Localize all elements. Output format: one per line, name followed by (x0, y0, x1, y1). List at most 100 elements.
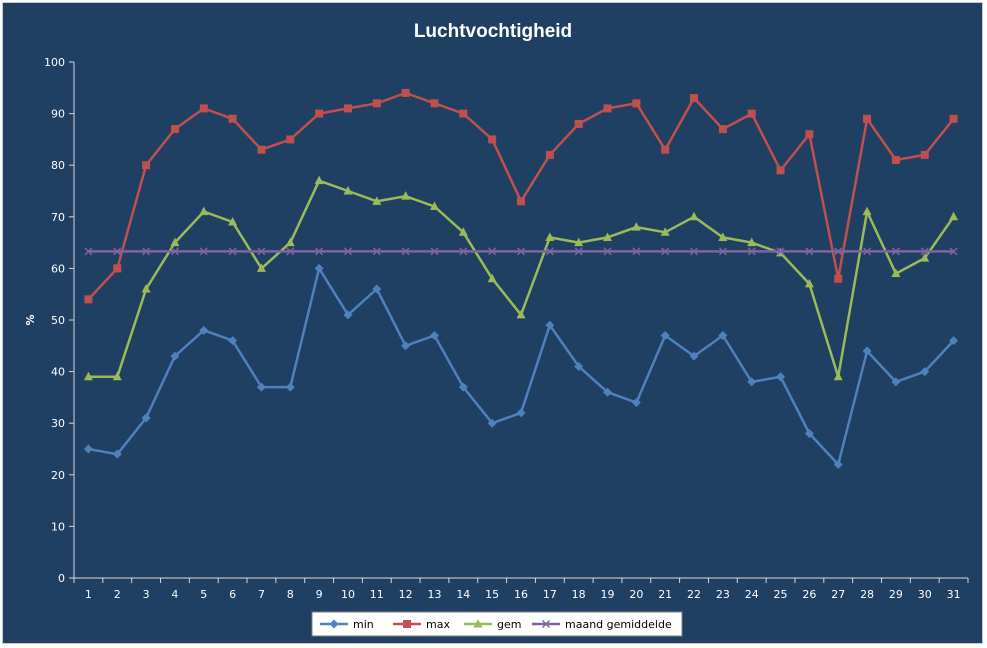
data-point (920, 247, 929, 256)
data-point (459, 247, 468, 256)
x-tick-label: 29 (889, 588, 903, 601)
y-tick-label: 50 (51, 314, 65, 327)
data-point (429, 330, 439, 340)
data-point (603, 247, 612, 256)
x-tick-label: 1 (85, 588, 92, 601)
data-point (401, 247, 410, 256)
data-point (315, 247, 324, 256)
data-point (545, 232, 555, 241)
x-tick-label: 18 (572, 588, 586, 601)
data-point (545, 150, 554, 159)
series-min (83, 263, 959, 469)
data-point (603, 104, 612, 113)
data-point (285, 382, 295, 392)
legend-marker (403, 620, 411, 628)
data-point (776, 372, 786, 382)
data-point (228, 247, 237, 256)
data-point (142, 247, 151, 256)
data-point (343, 310, 353, 320)
x-tick-label: 31 (947, 588, 961, 601)
data-point (804, 429, 814, 439)
x-tick-label: 10 (341, 588, 355, 601)
x-tick-label: 5 (200, 588, 207, 601)
x-tick-label: 9 (316, 588, 323, 601)
data-point (949, 211, 959, 221)
data-point (834, 247, 843, 256)
data-point (141, 413, 151, 423)
data-point (343, 186, 353, 195)
data-point (660, 227, 670, 236)
data-point (487, 273, 497, 283)
y-tick-label: 10 (51, 520, 65, 533)
data-point (112, 449, 122, 459)
chart-title: Luchtvochtigheid (414, 21, 572, 42)
series-layer (83, 88, 959, 469)
data-point (834, 274, 843, 283)
data-point (315, 109, 324, 118)
data-point (199, 325, 209, 335)
data-point (285, 237, 295, 247)
data-point (372, 284, 382, 294)
data-point (603, 232, 613, 241)
data-point (487, 418, 497, 428)
data-point (459, 109, 468, 118)
x-tick-label: 22 (687, 588, 701, 601)
data-point (458, 227, 468, 236)
data-point (920, 253, 930, 262)
y-tick-label: 80 (51, 159, 65, 172)
data-point (776, 247, 785, 256)
data-point (891, 156, 900, 165)
x-tick-label: 26 (802, 588, 816, 601)
x-tick-label: 16 (514, 588, 528, 601)
legend: min max gem maand gemiddelde (311, 611, 683, 637)
x-tick-label: 17 (543, 588, 557, 601)
data-point (372, 196, 382, 205)
x-tick-label: 23 (716, 588, 730, 601)
y-tick-label: 0 (58, 572, 65, 585)
data-point (314, 175, 324, 185)
data-point (718, 247, 727, 256)
x-tick-label: 11 (370, 588, 384, 601)
data-point (891, 377, 901, 387)
data-point (747, 109, 756, 118)
data-point (920, 150, 929, 159)
x-tick-label: 28 (860, 588, 874, 601)
data-point (574, 237, 584, 247)
data-point (805, 247, 814, 256)
data-point (863, 247, 872, 256)
data-point (574, 119, 583, 128)
x-tick-label: 30 (918, 588, 932, 601)
legend-label: gem (497, 618, 521, 631)
y-tick-label: 100 (44, 56, 65, 69)
data-point (257, 145, 266, 154)
x-tick-label: 3 (143, 588, 150, 601)
data-point (516, 309, 526, 319)
y-axis-label: % (24, 314, 37, 325)
data-point (631, 398, 641, 408)
legend-label: min (353, 618, 374, 631)
data-point (574, 247, 583, 256)
data-point (689, 211, 699, 221)
legend-marker (473, 619, 483, 628)
data-point (372, 99, 381, 108)
data-point (631, 222, 641, 231)
series-line (88, 267, 955, 466)
data-point (805, 130, 814, 139)
data-point (718, 232, 728, 241)
data-point (430, 247, 439, 256)
x-tick-label: 7 (258, 588, 265, 601)
x-tick-label: 6 (229, 588, 236, 601)
data-point (170, 351, 180, 361)
data-point (314, 263, 324, 273)
data-point (833, 459, 843, 469)
data-point (862, 206, 872, 216)
data-point (804, 278, 814, 288)
series-line (87, 91, 955, 301)
x-tick-label: 19 (601, 588, 615, 601)
data-point (747, 377, 757, 387)
x-tick-label: 14 (456, 588, 470, 601)
y-tick-label: 40 (51, 366, 65, 379)
